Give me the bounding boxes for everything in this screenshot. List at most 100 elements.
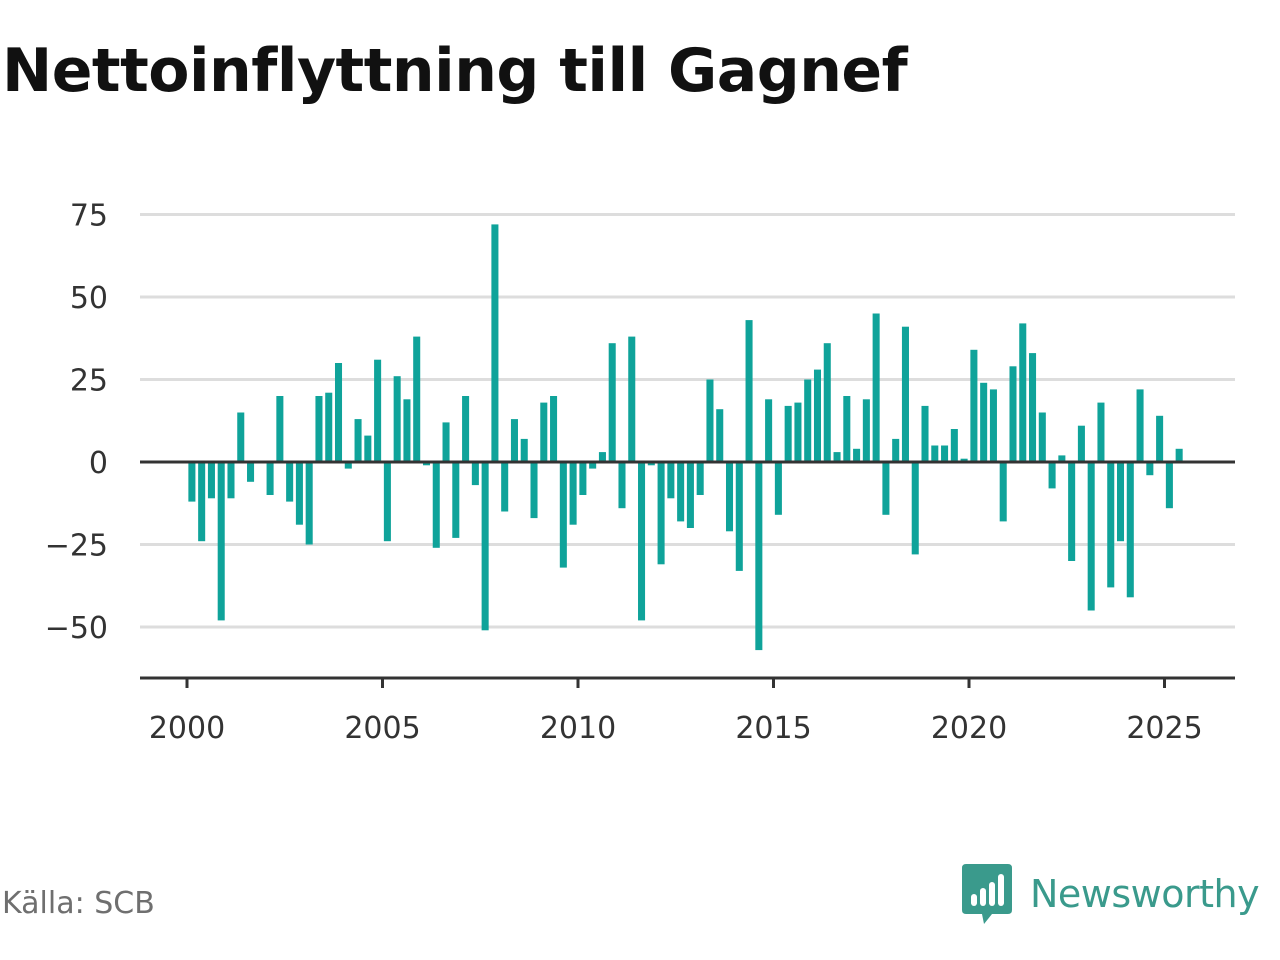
- bar: [334, 363, 343, 462]
- bar: [823, 343, 831, 462]
- bar: [1107, 462, 1115, 588]
- bar: [716, 409, 724, 462]
- bar: [901, 326, 909, 462]
- bar: [589, 462, 597, 469]
- bar: [1029, 353, 1037, 462]
- x-tick-label: 2010: [540, 711, 616, 746]
- bar: [481, 462, 489, 631]
- bar: [667, 462, 675, 499]
- bar: [677, 462, 685, 522]
- bar: [1077, 425, 1085, 462]
- bar: [765, 399, 773, 462]
- bar: [1097, 402, 1105, 462]
- bar: [422, 462, 431, 466]
- bars: [188, 224, 1183, 651]
- bar: [452, 462, 460, 538]
- bar: [403, 399, 411, 462]
- x-tick-label: 2015: [735, 711, 811, 746]
- bar: [501, 462, 509, 512]
- bar: [276, 396, 284, 462]
- bar: [1009, 366, 1017, 462]
- bar: [598, 452, 606, 462]
- bar: [510, 419, 518, 462]
- bar: [354, 419, 362, 462]
- bar: [774, 462, 782, 515]
- bar: [941, 445, 949, 462]
- y-tick-label: 0: [89, 446, 108, 481]
- bar: [853, 448, 861, 462]
- bar: [833, 452, 841, 462]
- bar: [618, 462, 626, 509]
- bar: [1038, 412, 1046, 462]
- bar: [413, 336, 421, 462]
- bar: [344, 462, 352, 469]
- bar: [813, 369, 822, 462]
- bar: [628, 336, 636, 462]
- bar: [442, 422, 450, 462]
- y-tick-label: 50: [70, 281, 108, 316]
- bar: [295, 462, 303, 525]
- bar: [325, 392, 333, 462]
- bar: [266, 462, 274, 495]
- bar: [188, 462, 196, 502]
- bar: [804, 379, 812, 462]
- bar: [882, 462, 890, 515]
- bar: [647, 462, 655, 466]
- bar: [1087, 462, 1095, 611]
- bar: [950, 429, 958, 462]
- bar: [198, 462, 206, 542]
- bar: [217, 462, 225, 621]
- bar: [872, 313, 880, 462]
- bar: [227, 462, 235, 499]
- bar: [745, 320, 753, 462]
- bar: [735, 462, 743, 571]
- bar: [207, 462, 215, 499]
- bar: [491, 224, 499, 462]
- chart-bubble-icon: [962, 864, 1012, 924]
- bar: [921, 405, 929, 462]
- bar: [862, 399, 870, 462]
- bar: [286, 462, 294, 502]
- bar: [462, 396, 470, 462]
- bar: [305, 462, 313, 545]
- x-tick-label: 2005: [344, 711, 420, 746]
- bar: [657, 462, 665, 565]
- bar: [540, 402, 548, 462]
- bar: [931, 445, 939, 462]
- source-note: Källa: SCB: [2, 886, 155, 921]
- bar: [686, 462, 694, 528]
- bar: [892, 438, 900, 462]
- y-tick-label: 25: [70, 364, 108, 399]
- y-tick-labels: −50 −25 0 25 50 75: [45, 199, 108, 647]
- bar: [1156, 415, 1164, 462]
- x-tick-labels: 2000 2005 2010 2015 2020 2025: [149, 711, 1203, 746]
- y-tick-label: −25: [45, 529, 108, 564]
- bar: [999, 462, 1007, 522]
- bar: [794, 402, 802, 462]
- bar: [550, 396, 558, 462]
- bar: [579, 462, 587, 495]
- bar: [1058, 455, 1066, 462]
- axes: [140, 460, 1235, 688]
- bar: [980, 382, 988, 462]
- bar: [784, 405, 792, 462]
- brand-name: Newsworthy: [1030, 872, 1260, 916]
- bar: [1175, 448, 1183, 462]
- bar: [471, 462, 479, 486]
- bar: [989, 389, 997, 462]
- bar: [559, 462, 567, 568]
- bar: [911, 462, 919, 555]
- x-tick-label: 2000: [149, 711, 225, 746]
- y-tick-label: 75: [70, 199, 108, 234]
- bar: [247, 462, 255, 482]
- bar: [608, 343, 616, 462]
- bar: [1146, 462, 1154, 476]
- bar: [520, 438, 528, 462]
- bar: [1116, 462, 1125, 542]
- bar: [1136, 389, 1144, 462]
- bar: [1068, 462, 1076, 561]
- bar: [393, 376, 401, 462]
- bar: [725, 462, 734, 532]
- bar: [432, 462, 440, 548]
